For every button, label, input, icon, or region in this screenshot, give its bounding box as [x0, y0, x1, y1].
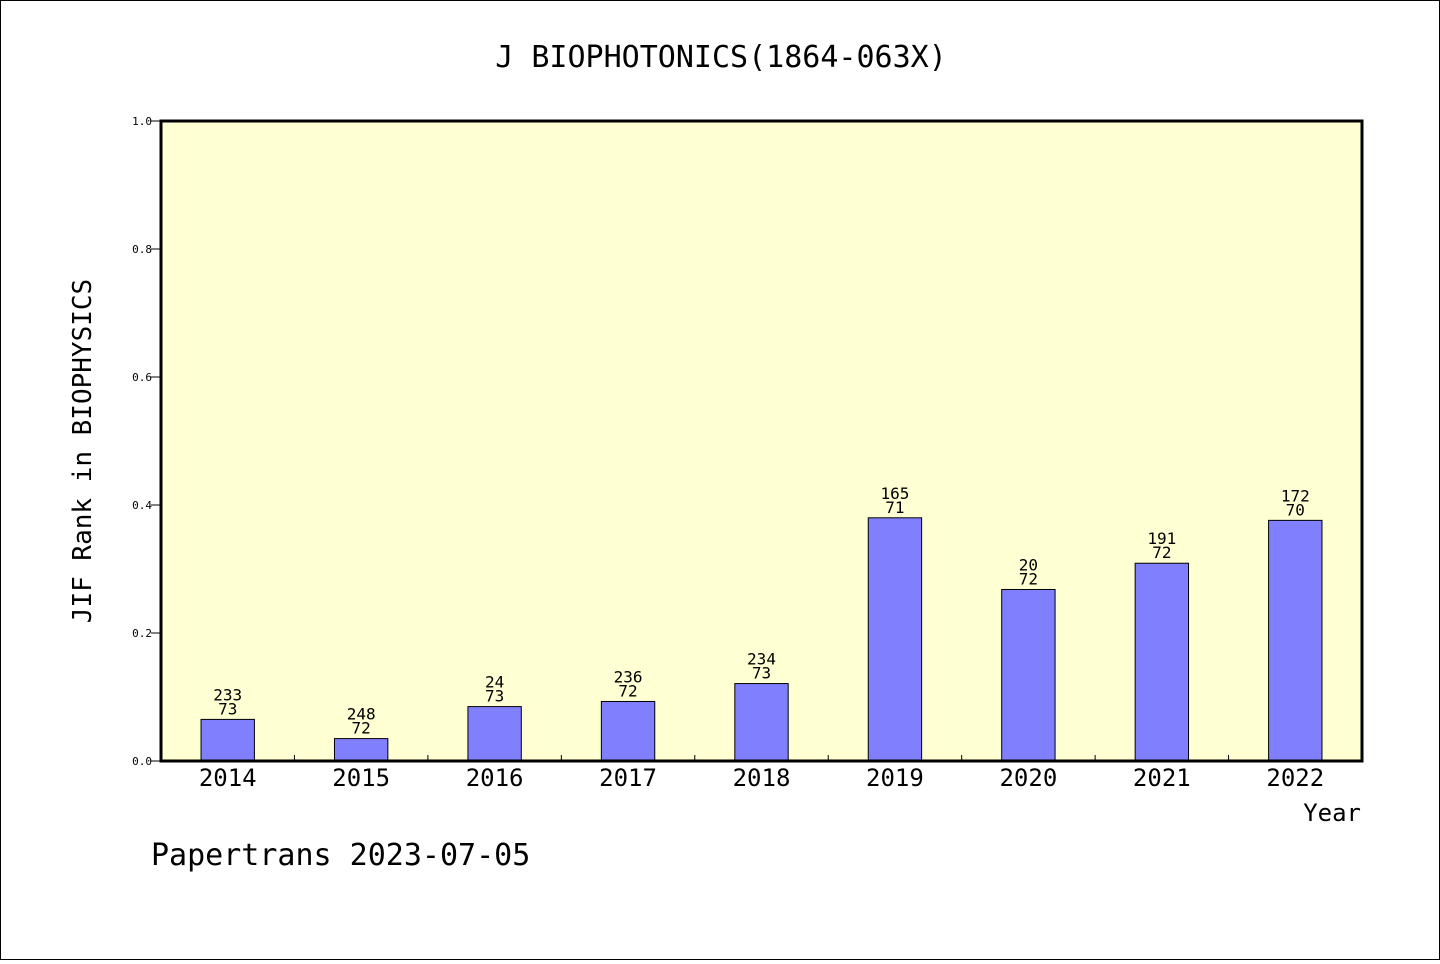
bar-2020 [1001, 588, 1056, 762]
x-tick-label: 2020 [999, 764, 1057, 792]
bar-label-top: 236 [614, 667, 643, 686]
x-tick-label: 2018 [733, 764, 791, 792]
bar-label-bottom: 70 [1286, 500, 1305, 519]
bar-label-top: 248 [347, 705, 376, 724]
bar-label-top: 234 [747, 650, 776, 669]
bar-label-bottom: 71 [885, 498, 904, 517]
bar-label-top: 24 [485, 673, 504, 692]
bar-2016 [467, 706, 522, 762]
bar-2018 [734, 683, 789, 762]
bar-2021 [1134, 562, 1190, 762]
y-axis-label: JIF Rank in BIOPHYSICS [68, 279, 98, 623]
x-tick-label: 2014 [199, 764, 257, 792]
footer-credit: Papertrans 2023-07-05 [151, 838, 530, 873]
bar-label-bottom: 73 [752, 664, 771, 683]
bar-2015 [333, 738, 389, 762]
y-tick-label: 0.6 [132, 371, 152, 384]
y-axis: 0.0 0.2 0.4 0.6 0.8 1.0 [132, 115, 161, 768]
x-tick-label: 2017 [599, 764, 657, 792]
x-tick-label: 2022 [1266, 764, 1324, 792]
bar-2014 [200, 718, 255, 762]
y-tick-label: 0.2 [132, 627, 152, 640]
y-tick-label: 1.0 [132, 115, 152, 128]
y-tick-label: 0.0 [132, 755, 152, 768]
bar-label-top: 20 [1019, 555, 1038, 574]
bar-label-bottom: 72 [618, 681, 637, 700]
bar-label-bottom: 72 [1019, 569, 1038, 588]
bar-label-top: 233 [213, 685, 242, 704]
bar-2022 [1268, 519, 1323, 762]
y-tick-label: 0.4 [132, 499, 152, 512]
bar-2017 [600, 700, 656, 762]
y-tick-label: 0.8 [132, 243, 152, 256]
bar-label-bottom: 72 [1152, 543, 1171, 562]
bar-label-top: 172 [1281, 486, 1310, 505]
x-tick-label: 2016 [466, 764, 524, 792]
bar-label-top: 191 [1147, 529, 1176, 548]
x-tick-label: 2019 [866, 764, 924, 792]
x-tick-label: 2021 [1133, 764, 1191, 792]
plot-border [159, 119, 1364, 763]
x-axis-label: Year [1303, 799, 1361, 827]
x-tick-label: 2015 [332, 764, 390, 792]
chart-title: J BIOPHOTONICS(1864-063X) [495, 40, 947, 75]
bar-label-bottom: 72 [352, 719, 371, 738]
bar-label-bottom: 73 [218, 699, 237, 718]
bar-label-top: 165 [880, 484, 909, 503]
x-axis: 2014 2015 2016 2017 2018 2019 2020 2021 2022 [199, 755, 1324, 792]
bar-label-bottom: 73 [485, 687, 504, 706]
bar-2019 [867, 517, 923, 762]
